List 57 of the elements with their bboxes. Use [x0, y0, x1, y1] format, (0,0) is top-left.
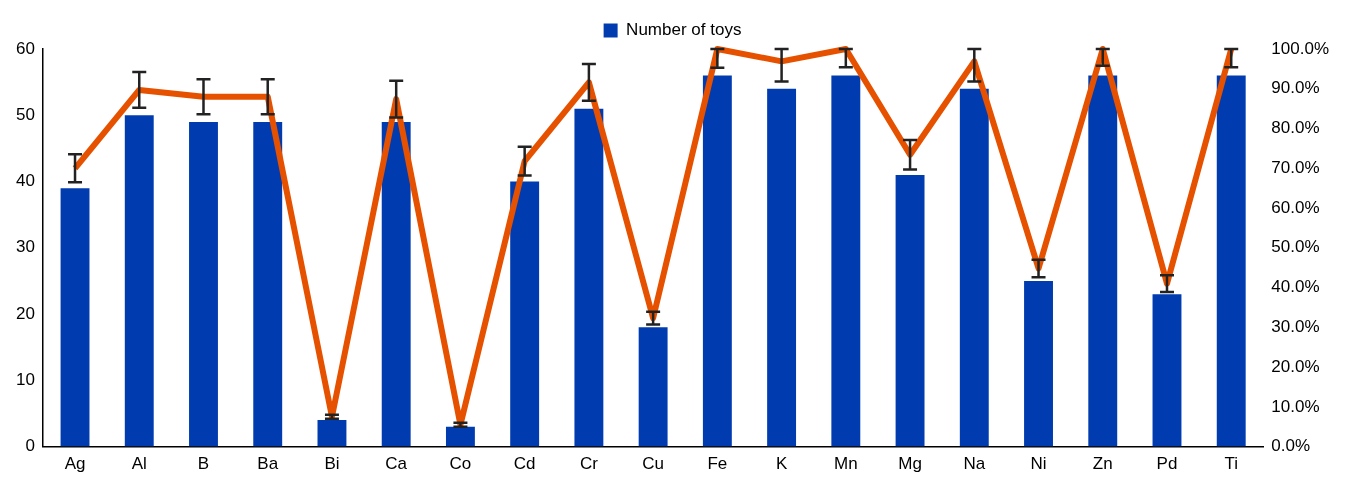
y2-tick-label: 80.0%	[1271, 118, 1320, 138]
x-tick-label: Fe	[707, 454, 728, 474]
bar	[1216, 75, 1246, 447]
y-tick-label: 50	[15, 104, 35, 124]
y2-tick-label: 10.0%	[1271, 396, 1320, 416]
x-tick-label: K	[775, 454, 788, 474]
y-tick-label: 30	[15, 237, 35, 257]
x-tick-label: B	[197, 454, 210, 474]
x-tick-label: Bi	[324, 454, 340, 474]
x-tick-label: Cd	[513, 454, 536, 474]
y2-tick-label: 100.0%	[1271, 38, 1330, 58]
x-tick-label: Ca	[385, 454, 408, 474]
x-tick-label: Mn	[834, 454, 858, 474]
bar	[767, 88, 797, 447]
y2-tick-label: 0.0%	[1271, 436, 1311, 456]
legend-label: Number of toys	[626, 20, 742, 40]
y-tick-label: 10	[15, 370, 35, 390]
bar	[60, 188, 90, 447]
x-tick-label: Ti	[1224, 454, 1238, 474]
y-tick-label: 60	[15, 38, 35, 58]
bar	[1024, 280, 1053, 447]
bar	[510, 181, 540, 447]
bar	[381, 121, 411, 447]
bar	[317, 420, 347, 447]
bar	[895, 174, 925, 447]
y-tick-label: 40	[15, 171, 35, 191]
bar	[445, 426, 475, 447]
x-tick-label: Na	[963, 454, 986, 474]
x-tick-label: Zn	[1092, 454, 1113, 474]
y2-tick-label: 60.0%	[1271, 197, 1320, 217]
bar	[831, 75, 861, 447]
bar	[124, 115, 154, 447]
bar	[959, 88, 989, 447]
x-tick-label: Mg	[898, 454, 922, 474]
x-tick-label: Ni	[1030, 454, 1047, 474]
y2-tick-label: 20.0%	[1271, 356, 1320, 376]
y2-tick-label: 50.0%	[1271, 237, 1320, 257]
bar	[253, 121, 283, 447]
bar	[702, 75, 732, 447]
x-tick-label: Cu	[642, 454, 664, 474]
bar	[1152, 294, 1182, 447]
bar	[574, 108, 604, 447]
bar	[189, 121, 218, 447]
x-tick-label: Al	[131, 454, 147, 474]
y-tick-label: 20	[15, 303, 35, 323]
y2-tick-label: 30.0%	[1271, 317, 1320, 337]
bar	[1088, 75, 1118, 447]
x-tick-label: Ag	[64, 454, 86, 474]
y2-tick-label: 70.0%	[1271, 157, 1320, 177]
x-tick-label: Co	[449, 454, 472, 474]
x-tick-label: Pd	[1156, 454, 1178, 474]
bar	[638, 327, 668, 447]
y2-tick-label: 90.0%	[1271, 78, 1320, 98]
y-tick-label: 0	[25, 436, 35, 456]
y2-tick-label: 40.0%	[1271, 277, 1320, 297]
x-tick-label: Cr	[579, 454, 599, 474]
x-tick-label: Ba	[257, 454, 279, 474]
